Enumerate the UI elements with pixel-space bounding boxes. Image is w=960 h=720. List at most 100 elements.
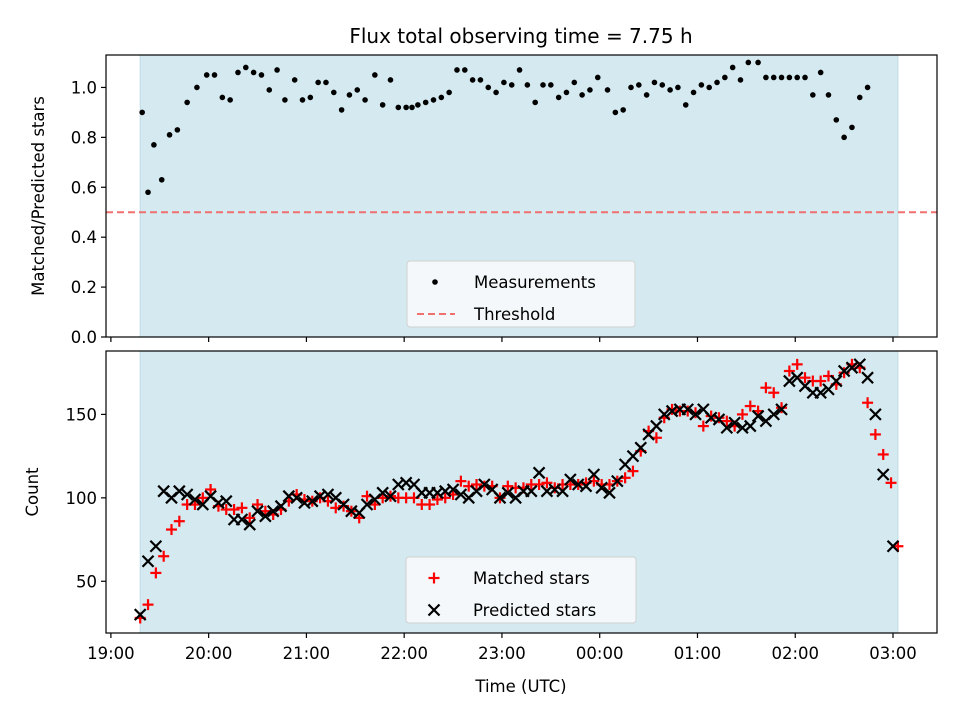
measurement-point <box>430 97 437 103</box>
measurement-point <box>706 84 713 91</box>
predicted-point <box>274 499 288 513</box>
measurement-point <box>548 82 554 88</box>
predicted-point <box>173 484 186 498</box>
measurement-point <box>690 89 697 96</box>
legend: Measurements Threshold <box>406 260 636 328</box>
predicted-point <box>587 468 601 481</box>
matched-point <box>799 372 811 384</box>
measurement-point <box>516 67 523 73</box>
measurement-point <box>659 82 666 88</box>
predicted-point <box>259 509 272 523</box>
measurement-point <box>508 82 515 88</box>
matched-point <box>815 375 827 387</box>
predicted-point <box>886 539 900 553</box>
matched-point <box>885 477 897 489</box>
predicted-point <box>689 408 702 421</box>
measurement-point <box>856 94 863 101</box>
y-tick-label: 150 <box>66 405 98 424</box>
predicted-point <box>876 468 890 481</box>
measurement-point <box>166 132 173 138</box>
predicted-point <box>603 486 616 500</box>
measurement-point <box>211 72 218 78</box>
legend: Matched stars Predicted stars <box>405 556 637 624</box>
measurement-point <box>387 77 394 83</box>
predicted-point <box>446 483 460 496</box>
predicted-point <box>869 408 882 421</box>
measurement-point <box>266 87 273 93</box>
measurement-point <box>184 99 190 106</box>
measurement-point <box>461 67 468 73</box>
measurement-point <box>722 74 728 81</box>
measurement-point <box>849 124 855 131</box>
matched-point <box>150 567 162 579</box>
measurement-point <box>770 74 777 81</box>
measurement-point <box>446 89 452 96</box>
predicted-point <box>681 403 694 416</box>
matched-point <box>776 402 788 414</box>
predicted-point <box>814 386 827 399</box>
y-tick-label: 100 <box>66 489 98 508</box>
matched-point <box>158 550 170 562</box>
x-tick-label: 20:00 <box>185 644 233 663</box>
measurement-point <box>291 77 298 83</box>
measurement-point <box>219 94 226 101</box>
measurement-point <box>628 84 634 91</box>
measurement-point <box>493 89 499 96</box>
measurement-point <box>636 82 642 88</box>
predicted-point <box>767 408 781 421</box>
x-tick-label: 03:00 <box>869 644 917 663</box>
measurement-point <box>194 84 200 91</box>
measurement-point <box>282 97 288 103</box>
x-tick-label: 02:00 <box>771 644 819 663</box>
predicted-point <box>454 488 468 501</box>
measurement-point <box>802 74 808 81</box>
matched-point <box>424 499 436 511</box>
measurement-point <box>346 92 353 98</box>
chart-title: Flux total observing time = 7.75 h <box>349 24 692 48</box>
measurement-point <box>274 67 280 73</box>
y-axis-label: Matched/Predicted stars <box>29 96 48 296</box>
x-tick-label: 00:00 <box>576 644 624 663</box>
measurement-point <box>250 69 257 76</box>
measurement-point <box>682 102 689 108</box>
predicted-point <box>650 419 663 433</box>
measurement-point <box>729 64 736 71</box>
matched-point <box>760 382 772 394</box>
matched-point <box>502 480 514 492</box>
measurement-point <box>698 82 705 88</box>
measurement-point <box>227 97 233 103</box>
measurement-point <box>379 102 386 108</box>
predicted-point <box>837 364 851 378</box>
measurement-point <box>243 64 249 71</box>
matched-point <box>869 428 881 440</box>
measurement-point <box>563 89 570 96</box>
matched-point <box>244 512 256 524</box>
predicted-point <box>384 489 397 503</box>
legend-box <box>405 556 637 624</box>
measurement-point <box>299 97 306 103</box>
ratio-panel: 0.0 0.2 0.4 0.6 0.8 1.0 Matched/Predicted star… <box>29 54 938 347</box>
x-tick-label: 01:00 <box>674 644 722 663</box>
predicted-point <box>235 513 249 526</box>
measurement-point <box>763 74 769 81</box>
measurement-point <box>415 102 421 108</box>
predicted-point <box>532 466 546 480</box>
series-predicted-stars <box>133 358 900 621</box>
matched-point <box>783 365 795 377</box>
counts-panel: 50 100 150 19:00 20:00 21:00 22:00 23:00 00:00 01… <box>23 350 938 663</box>
measurement-point <box>864 84 871 91</box>
matched-point <box>541 477 553 489</box>
x-tick-label: 21:00 <box>283 644 331 663</box>
legend-label: Measurements <box>474 273 596 292</box>
predicted-point <box>219 494 233 508</box>
measurement-point <box>158 176 165 183</box>
measurement-point <box>604 87 611 93</box>
measurement-point <box>354 87 361 93</box>
predicted-point <box>321 488 335 501</box>
predicted-point <box>493 491 507 505</box>
predicted-point <box>149 539 163 553</box>
measurement-point <box>667 87 673 93</box>
legend-marker <box>427 603 441 617</box>
matched-point <box>713 412 725 424</box>
